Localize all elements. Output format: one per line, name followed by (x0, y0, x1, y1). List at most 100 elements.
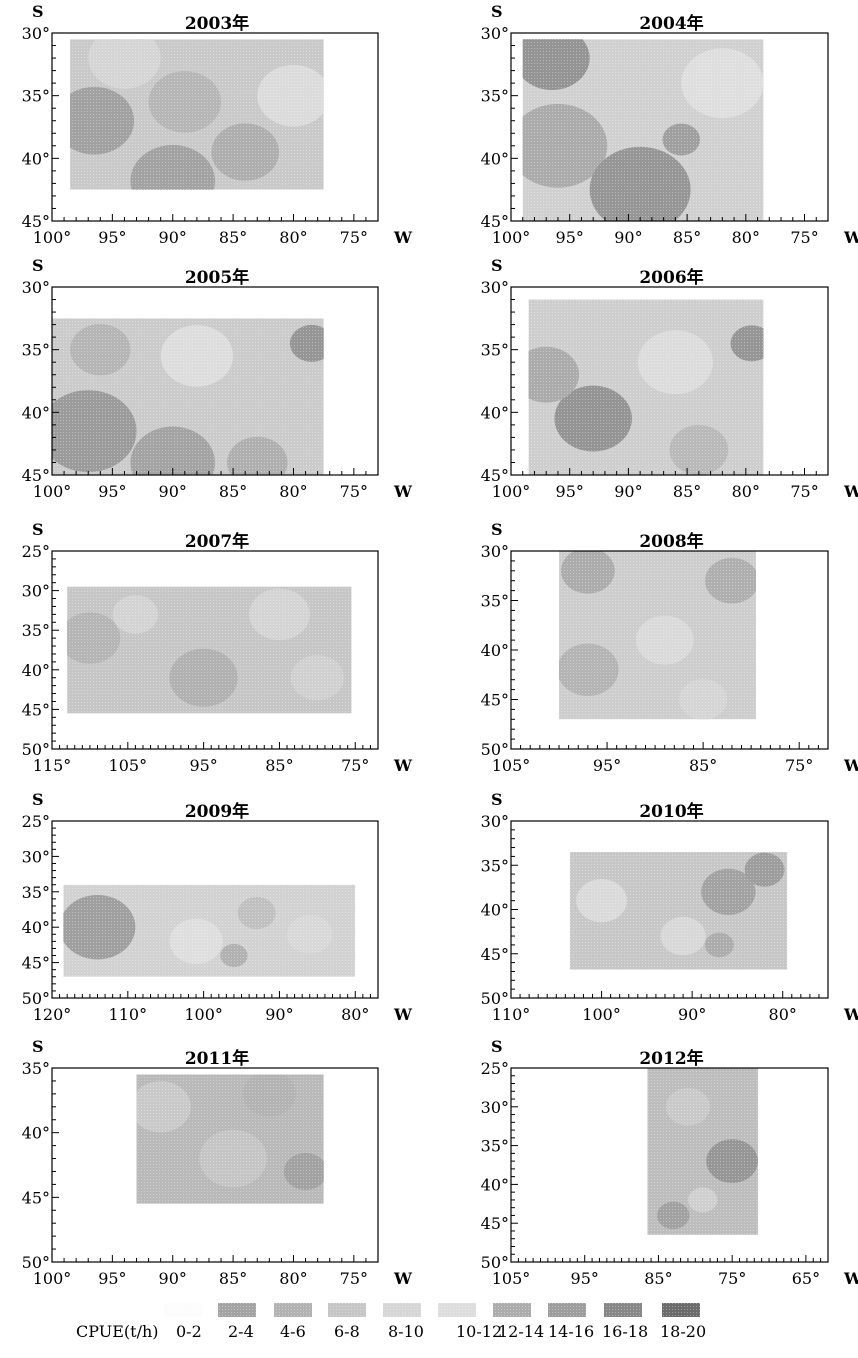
lat-hemisphere-label: S (491, 790, 503, 809)
cpue-field (67, 586, 352, 714)
map-frame (510, 286, 829, 476)
lon-label: 110° (109, 1005, 148, 1024)
legend-title: CPUE(t/h) (76, 1322, 159, 1341)
lon-hemisphere-label: W (393, 1005, 413, 1024)
lon-label: 75° (718, 1269, 746, 1288)
legend-label-9: 16-18 (602, 1322, 648, 1341)
lon-label: 95° (571, 1269, 599, 1288)
legend-swatch-stipple (438, 1303, 476, 1317)
lat-label: 45° (22, 954, 50, 973)
lat-label: 30° (481, 278, 509, 297)
lon-label: 95° (556, 228, 584, 247)
map-panel-1: 2003年 S W 30° 35° 40° 45°100° 95° 90° 85° 80° 75° (22, 2, 413, 247)
lat-label: 45° (22, 1188, 50, 1207)
legend-label-6: 10-12 (456, 1322, 502, 1341)
lon-label: 80° (279, 228, 307, 247)
panel-title: 2009年 (185, 801, 249, 822)
map-frame (51, 286, 379, 476)
lon-label: 100° (33, 228, 72, 247)
map-frame (51, 820, 379, 999)
lon-label: 85° (219, 228, 247, 247)
lon-label: 95° (98, 482, 126, 501)
lon-hemisphere-label: W (843, 1269, 858, 1288)
lat-label: 30° (22, 582, 50, 601)
lat-hemisphere-label: S (491, 520, 503, 539)
legend-swatch-stipple (274, 1303, 312, 1317)
lon-hemisphere-label: W (393, 756, 413, 775)
map-panel-2: 2004年 S W 30° 35° 40° 45°100° 95° 90° 85° 80° 75° (481, 2, 858, 247)
lon-hemisphere-label: W (393, 228, 413, 247)
lat-label: 35° (22, 341, 50, 360)
lon-label: 75° (790, 228, 818, 247)
lon-label: 95° (189, 756, 217, 775)
legend-swatch-stipple (383, 1303, 421, 1317)
map-panel-10: 2012年 S W 25° 30° 35° 40° 45° 50°105° 95° 85° 75° 65… (481, 1037, 858, 1288)
lat-label: 45° (22, 466, 50, 485)
lat-label: 40° (481, 901, 509, 920)
panel-title: 2005年 (185, 267, 249, 288)
legend-label-1: 0-2 (176, 1322, 202, 1341)
lon-label: 80° (732, 228, 760, 247)
cpue-field (52, 318, 324, 476)
panel-title: 2004年 (639, 13, 703, 34)
stipple-overlay (63, 884, 356, 977)
lon-label: 80° (732, 482, 760, 501)
lon-label: 95° (593, 756, 621, 775)
lon-label: 85° (673, 482, 701, 501)
stipple-overlay (136, 1074, 324, 1204)
lat-label: 45° (481, 466, 509, 485)
legend-label-7: 12-14 (498, 1322, 544, 1341)
legend: CPUE(t/h) 0-2 2-4 4-6 6-8 8-10 10-12 12-14 14-1… (0, 1300, 858, 1354)
lat-label: 35° (22, 883, 50, 902)
lat-hemisphere-label: S (491, 256, 503, 275)
lon-hemisphere-label: W (843, 228, 858, 247)
lon-label: 75° (340, 1269, 368, 1288)
lat-label: 30° (481, 542, 509, 561)
lat-hemisphere-label: S (32, 520, 44, 539)
legend-label-3: 4-6 (280, 1322, 306, 1341)
lon-label: 75° (340, 228, 368, 247)
lat-label: 50° (22, 740, 50, 759)
lon-hemisphere-label: W (843, 1005, 858, 1024)
lon-label: 105° (109, 756, 148, 775)
legend-swatch-stipple (493, 1303, 531, 1317)
lon-label: 90° (678, 1005, 706, 1024)
lon-label: 100° (33, 482, 72, 501)
lon-label: 90° (159, 482, 187, 501)
legend-label-4: 6-8 (334, 1322, 360, 1341)
lat-hemisphere-label: S (32, 1037, 44, 1056)
cpue-field (63, 884, 356, 977)
cpue-field (647, 1068, 758, 1235)
lon-label: 100° (184, 1005, 223, 1024)
lon-hemisphere-label: W (843, 756, 858, 775)
lat-label: 30° (22, 847, 50, 866)
lon-label: 75° (340, 482, 368, 501)
legend-label-5: 8-10 (388, 1322, 424, 1341)
stipple-overlay (67, 586, 352, 714)
lat-label: 40° (22, 403, 50, 422)
legend-swatch-stipple (218, 1303, 256, 1317)
lat-hemisphere-label: S (32, 256, 44, 275)
lat-hemisphere-label: S (32, 790, 44, 809)
lat-label: 35° (481, 856, 509, 875)
legend-swatch-stipple (328, 1303, 366, 1317)
lat-label: 25° (22, 812, 50, 831)
lat-label: 40° (22, 661, 50, 680)
lon-label: 85° (689, 756, 717, 775)
lon-label: 100° (582, 1005, 621, 1024)
lon-label: 120° (33, 1005, 72, 1024)
lon-label: 110° (492, 1005, 531, 1024)
lon-label: 85° (644, 1269, 672, 1288)
lon-label: 105° (492, 756, 531, 775)
cpue-field (70, 39, 324, 190)
cpue-field (569, 851, 788, 970)
stipple-overlay (522, 39, 764, 222)
lon-label: 80° (341, 1005, 369, 1024)
lat-label: 45° (481, 691, 509, 710)
lat-label: 35° (481, 341, 509, 360)
panel-title: 2012年 (639, 1048, 703, 1069)
lon-hemisphere-label: W (843, 482, 858, 501)
lat-label: 45° (22, 700, 50, 719)
cpue-field (528, 299, 764, 475)
